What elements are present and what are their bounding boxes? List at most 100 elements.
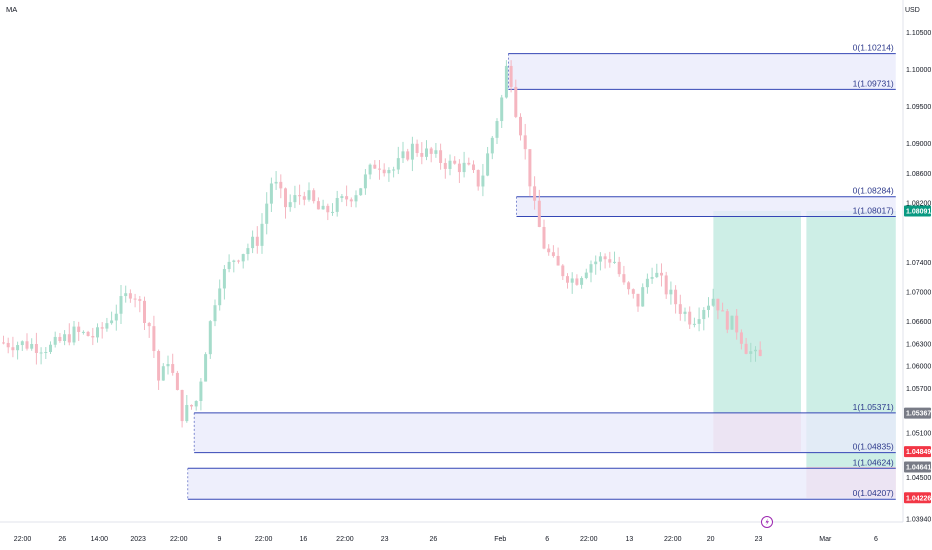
candle-body	[302, 196, 306, 200]
candle-body	[410, 143, 414, 160]
price-tick-label: 1.06300	[906, 341, 931, 348]
candle-body	[237, 260, 240, 262]
candle-body	[72, 326, 76, 343]
candle-body	[425, 148, 428, 157]
price-tag-label: 1.04849	[906, 449, 931, 456]
price-tag	[904, 461, 931, 473]
lower-zone-label-0: 0(1.04835)	[853, 442, 894, 452]
price-tick-label: 1.09500	[906, 104, 931, 111]
middle-zone[interactable]	[516, 196, 896, 217]
candle-body	[218, 288, 222, 306]
candle-body	[161, 366, 165, 381]
price-axis[interactable]: 1.10500 1.10000 1.09500 1.09000 1.08600 1.082…	[906, 30, 931, 524]
candle-body	[53, 336, 57, 345]
zone-labels-layer: 0(1.10214) 1(1.09731) 0(1.08284) 1(1.08017)…	[853, 43, 894, 499]
indicator-label[interactable]: MA	[6, 5, 17, 14]
price-tag-label: 1.05367	[906, 411, 931, 418]
candle-body	[86, 331, 90, 336]
upper-zone[interactable]	[508, 53, 896, 90]
candle-body	[439, 150, 443, 163]
candle-body	[645, 278, 649, 288]
candle-body	[533, 186, 537, 201]
candle-body	[166, 364, 170, 367]
candle-body	[570, 278, 574, 283]
candle-body	[331, 211, 334, 213]
candle-body	[566, 276, 569, 283]
candle-body	[274, 181, 278, 184]
time-tick-label: Feb	[494, 536, 506, 543]
price-tick-label: 1.06600	[906, 319, 931, 326]
candle-body	[735, 315, 739, 333]
candle-body	[326, 205, 330, 213]
candle-body	[30, 344, 34, 349]
time-tick-label: 9	[217, 536, 221, 543]
candle-body	[171, 364, 175, 373]
lower-zone-label-1: 1(1.05371)	[853, 402, 894, 412]
time-tick-label: 20	[707, 536, 715, 543]
candle-body	[429, 148, 433, 154]
time-tick-label: 26	[430, 536, 438, 543]
candle-body	[363, 174, 367, 189]
time-tick-label: 23	[381, 536, 389, 543]
candle-body	[551, 252, 555, 256]
candle-body	[415, 143, 419, 154]
candle-body	[537, 200, 541, 227]
lower-zone[interactable]	[194, 412, 896, 453]
candle-body	[199, 381, 203, 402]
candle-body	[335, 198, 339, 212]
candle-body	[509, 65, 513, 87]
price-tag-label: 1.08091	[906, 209, 931, 216]
candle-body	[185, 404, 189, 422]
candle-body	[688, 311, 692, 325]
candle-body	[119, 296, 123, 314]
candle-body	[241, 254, 245, 262]
candle-body	[716, 298, 720, 311]
candle-body	[514, 86, 518, 117]
candle-body	[25, 341, 29, 349]
time-tick-label: Mar	[819, 536, 832, 543]
candle-body	[692, 323, 696, 325]
price-tag	[904, 205, 931, 217]
candle-body	[636, 293, 640, 307]
middle-zone-label-1: 1(1.08017)	[853, 206, 894, 216]
middle-zone-label-0: 0(1.08284)	[853, 186, 894, 196]
candle-body	[631, 289, 635, 294]
candle-body	[523, 135, 527, 150]
candle-body	[575, 278, 579, 285]
price-tick-label: 1.08600	[906, 171, 931, 178]
candle-body	[307, 190, 311, 200]
candle-body	[194, 401, 198, 407]
time-axis[interactable]: 22:00 26 14:00 2023 22:00 9 22:00 16 22:00 23 26 Fe…	[14, 536, 878, 543]
candle-body	[11, 347, 15, 351]
candle-body	[265, 203, 269, 224]
price-tick-label: 1.08200	[906, 200, 931, 207]
price-tick-label: 1.07400	[906, 260, 931, 267]
time-tick-label: 14:00	[91, 536, 109, 543]
candle-body	[255, 236, 259, 246]
candle-body	[67, 334, 71, 343]
candle-body	[49, 344, 52, 352]
candle-body	[110, 320, 114, 324]
candle-body	[340, 196, 344, 199]
candle-body	[754, 349, 757, 352]
candle-body	[387, 169, 391, 174]
candle-body	[556, 255, 560, 266]
flash-icon[interactable]	[761, 516, 773, 528]
price-tick-label: 1.03940	[906, 517, 931, 524]
bottom-zone-label-1: 1(1.04624)	[853, 457, 894, 467]
candle-body	[467, 162, 471, 165]
candle-body	[232, 260, 236, 262]
candle-body	[316, 201, 320, 210]
candle-body	[504, 65, 508, 98]
candle-body	[664, 275, 668, 295]
bottom-zone[interactable]	[187, 468, 896, 500]
candle-body	[58, 336, 62, 342]
candle-body	[749, 351, 753, 354]
candle-body	[246, 248, 250, 255]
candle-body	[147, 323, 151, 327]
candle-body	[641, 287, 645, 307]
time-tick-label: 22:00	[255, 536, 273, 543]
candle-body	[608, 259, 612, 263]
candle-body	[34, 344, 38, 353]
